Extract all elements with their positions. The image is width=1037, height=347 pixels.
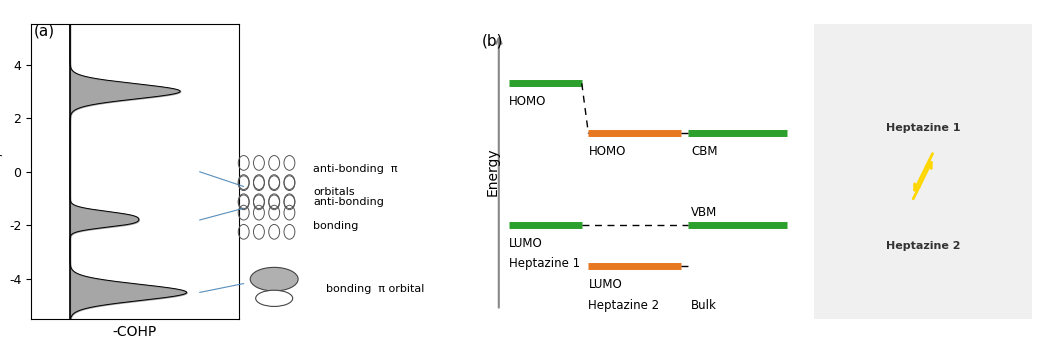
X-axis label: -COHP: -COHP — [113, 325, 157, 339]
Text: (a): (a) — [33, 23, 55, 38]
Text: HOMO: HOMO — [509, 95, 546, 108]
Text: Heptazine 2: Heptazine 2 — [886, 240, 960, 251]
Text: anti-bonding: anti-bonding — [313, 197, 385, 208]
Ellipse shape — [250, 267, 299, 291]
Text: LUMO: LUMO — [588, 278, 622, 291]
Text: Bulk: Bulk — [692, 298, 718, 312]
Text: LUMO: LUMO — [509, 237, 542, 249]
Text: bonding  π orbital: bonding π orbital — [327, 285, 425, 295]
Ellipse shape — [256, 290, 292, 306]
Text: (b): (b) — [482, 33, 504, 48]
Text: anti-bonding  π: anti-bonding π — [313, 164, 398, 174]
Text: VBM: VBM — [692, 206, 718, 219]
Y-axis label: $E - E_f$: $E - E_f$ — [0, 149, 6, 194]
Text: CBM: CBM — [692, 145, 718, 158]
Text: orbitals: orbitals — [313, 187, 355, 197]
Text: Heptazine 1: Heptazine 1 — [509, 257, 580, 270]
Text: Heptazine 2: Heptazine 2 — [588, 298, 660, 312]
Text: Energy: Energy — [485, 147, 500, 196]
Text: bonding: bonding — [313, 221, 359, 231]
Text: Heptazine 1: Heptazine 1 — [886, 122, 960, 133]
Text: HOMO: HOMO — [588, 145, 625, 158]
